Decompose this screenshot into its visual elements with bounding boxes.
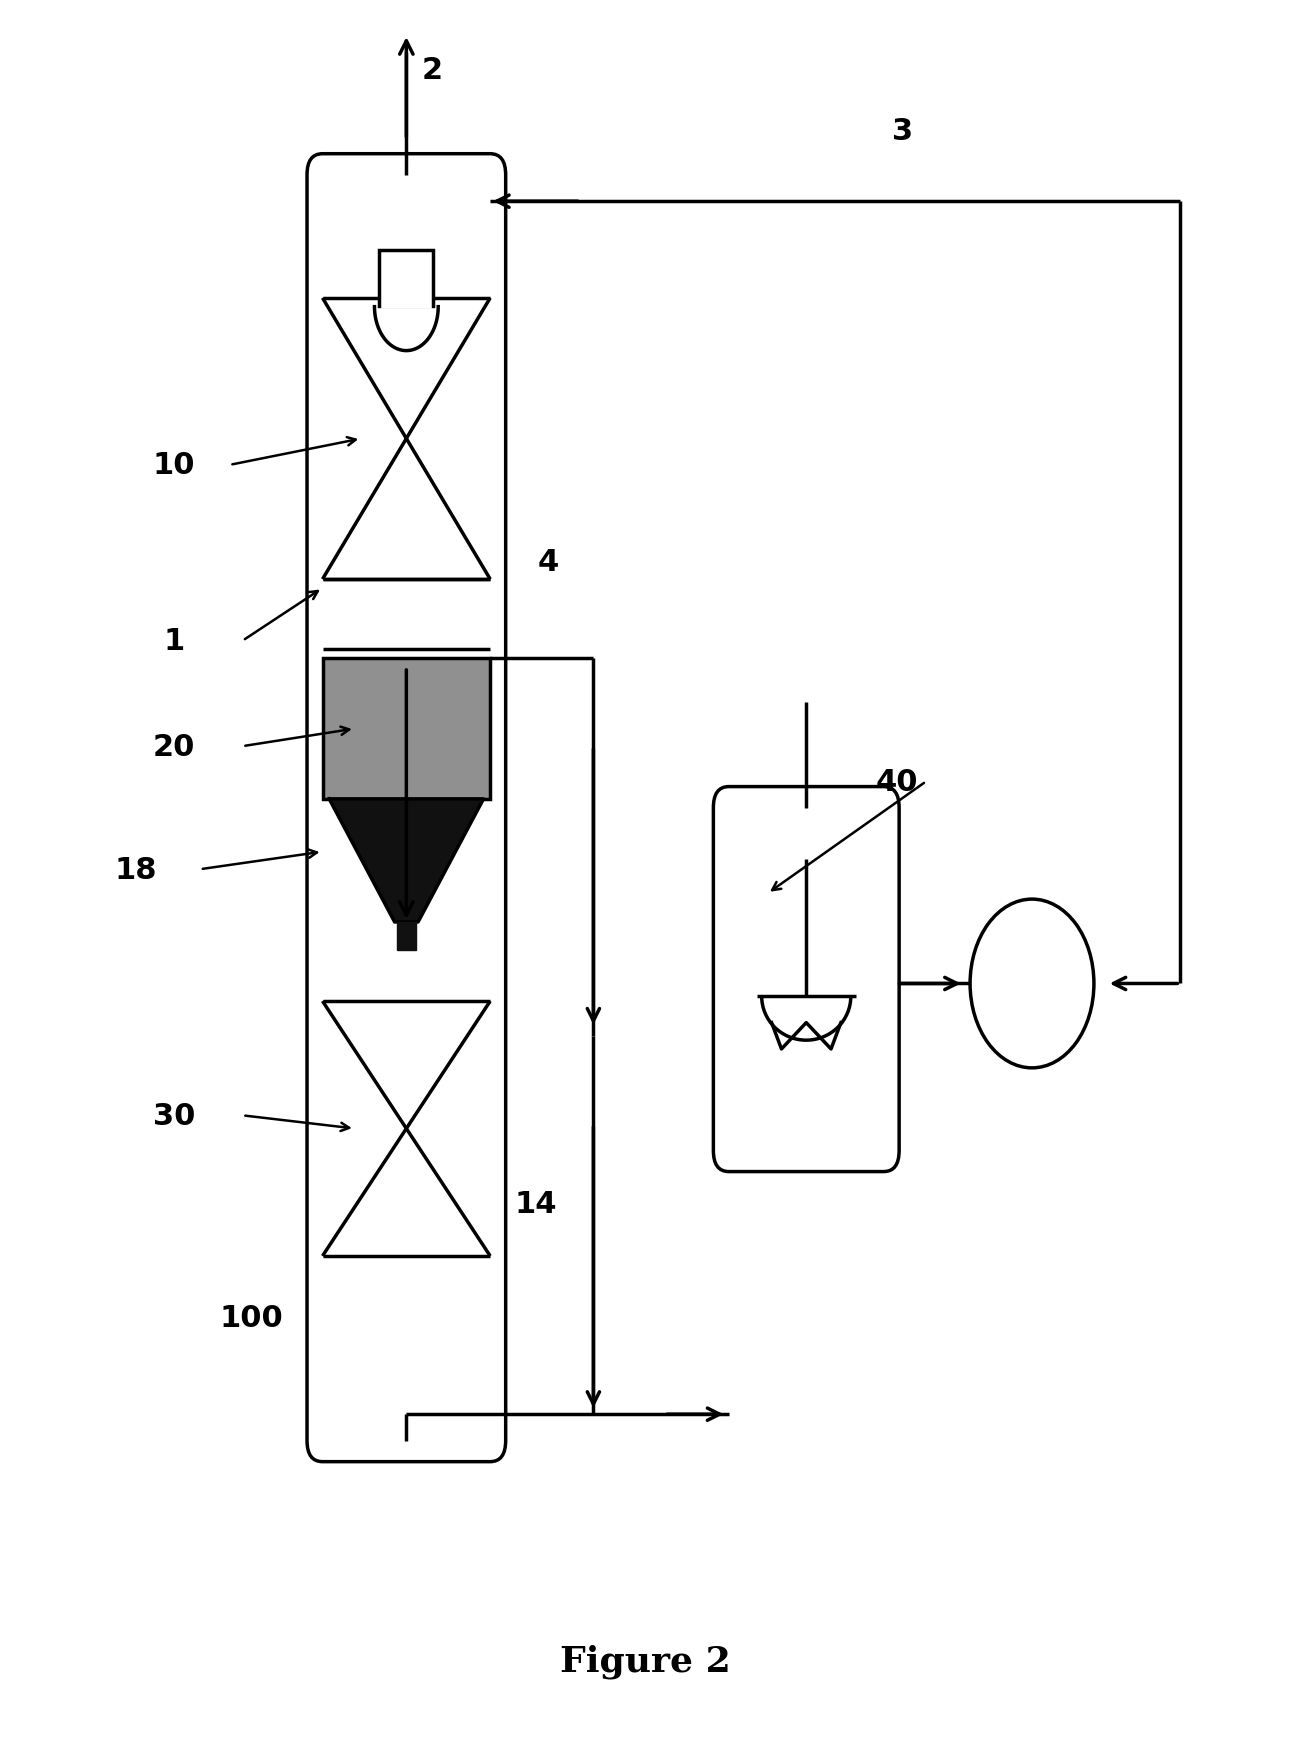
Text: 100: 100: [219, 1304, 284, 1332]
Text: 14: 14: [515, 1189, 556, 1218]
FancyBboxPatch shape: [307, 155, 506, 1462]
Text: 1: 1: [164, 627, 184, 655]
FancyBboxPatch shape: [713, 787, 899, 1172]
Text: Figure 2: Figure 2: [560, 1643, 730, 1678]
Text: 20: 20: [154, 733, 195, 761]
Text: 3: 3: [893, 118, 913, 146]
Text: 10: 10: [154, 452, 195, 480]
FancyBboxPatch shape: [379, 251, 433, 311]
Bar: [322, 659, 490, 799]
Text: 2: 2: [422, 56, 442, 84]
Text: 18: 18: [115, 856, 156, 884]
Polygon shape: [329, 799, 484, 922]
Text: 30: 30: [154, 1102, 195, 1130]
Text: 40: 40: [876, 768, 917, 796]
Polygon shape: [397, 922, 415, 951]
Text: 4: 4: [538, 548, 559, 576]
